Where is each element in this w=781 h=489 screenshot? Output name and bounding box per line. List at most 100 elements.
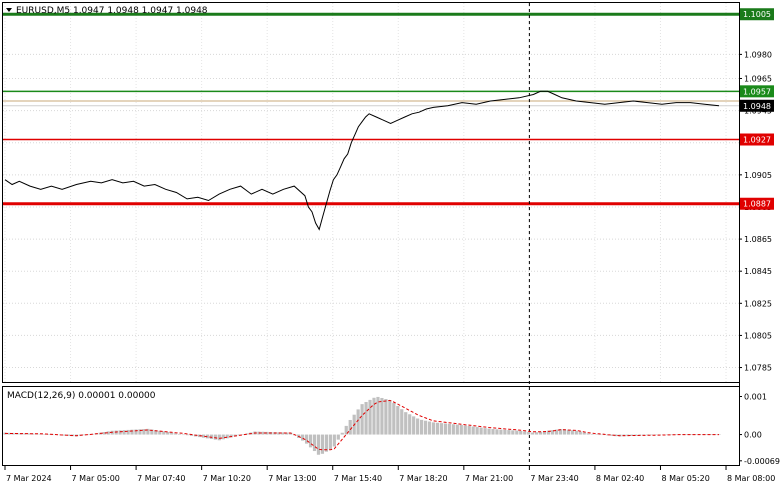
macd-bar bbox=[47, 434, 51, 435]
y-tick-label: 1.0965 bbox=[744, 74, 772, 83]
macd-bar bbox=[574, 430, 578, 435]
macd-bar bbox=[535, 432, 539, 435]
level-tag bbox=[740, 8, 774, 21]
macd-bar bbox=[404, 412, 408, 435]
support-resistance-lines bbox=[3, 12, 739, 206]
macd-bar bbox=[610, 434, 614, 436]
macd-bar bbox=[154, 430, 158, 435]
y-tick-label: 1.0905 bbox=[744, 171, 772, 180]
macd-bar bbox=[130, 429, 134, 435]
macd-bar bbox=[86, 434, 90, 436]
macd-bar bbox=[316, 434, 321, 455]
macd-bar bbox=[546, 430, 551, 435]
macd-bar bbox=[507, 430, 511, 435]
macd-bar bbox=[598, 434, 602, 436]
macd-bar bbox=[400, 409, 404, 435]
macd-bar bbox=[348, 419, 352, 435]
macd-bar bbox=[392, 402, 396, 435]
x-tick-label: 7 Mar 05:00 bbox=[72, 474, 120, 483]
macd-bar bbox=[245, 433, 249, 435]
macd-bar bbox=[304, 434, 309, 444]
y-tick-label: 1.0825 bbox=[744, 299, 772, 308]
macd-bar bbox=[495, 429, 499, 435]
macd-bar bbox=[554, 429, 559, 435]
macd-bar bbox=[594, 434, 598, 435]
price-line bbox=[4, 90, 720, 231]
macd-bar bbox=[27, 433, 31, 435]
level-tag-label: 1.0927 bbox=[743, 136, 771, 145]
macd-bar bbox=[229, 434, 233, 438]
price-tags: 1.1005 1.0957 1.0927 1.0887 1.0948 bbox=[740, 8, 774, 210]
macd-bar bbox=[451, 424, 455, 435]
macd-bar bbox=[650, 434, 654, 436]
macd-bar bbox=[709, 434, 713, 435]
x-tick-label: 8 Mar 08:00 bbox=[727, 474, 775, 483]
macd-bar bbox=[550, 430, 555, 435]
macd-bar bbox=[23, 433, 27, 435]
macd-bar bbox=[515, 430, 519, 435]
macd-bar bbox=[467, 426, 471, 435]
macd-bar bbox=[408, 414, 412, 435]
x-tick-label: 7 Mar 18:20 bbox=[399, 474, 447, 483]
macd-bar bbox=[166, 432, 170, 435]
macd-bar bbox=[570, 430, 574, 435]
macd-bar bbox=[372, 397, 376, 435]
macd-bar bbox=[447, 423, 451, 435]
macd-bar bbox=[590, 433, 594, 435]
dropdown-triangle-icon[interactable] bbox=[6, 8, 12, 12]
macd-bar bbox=[368, 399, 372, 435]
macd-bar bbox=[114, 430, 118, 435]
macd-bar bbox=[340, 432, 344, 435]
macd-bar bbox=[566, 429, 570, 435]
macd-bar bbox=[162, 431, 166, 435]
macd-bar bbox=[328, 434, 332, 450]
macd-bar bbox=[265, 431, 269, 435]
macd-bar bbox=[471, 426, 475, 435]
macd-bar bbox=[146, 428, 150, 435]
macd-bar bbox=[221, 434, 225, 440]
macd-bar bbox=[412, 416, 416, 435]
macd-bar bbox=[443, 423, 447, 435]
x-tick-label: 7 Mar 13:00 bbox=[268, 474, 316, 483]
x-tick-label: 7 Mar 23:40 bbox=[530, 474, 578, 483]
macd-bar bbox=[388, 400, 392, 435]
main-grid bbox=[3, 3, 739, 382]
y-tick-label: 1.0805 bbox=[744, 331, 772, 340]
macd-bar bbox=[174, 433, 178, 435]
macd-bar bbox=[150, 429, 154, 435]
macd-bar bbox=[420, 419, 424, 435]
macd-bar bbox=[332, 434, 336, 447]
macd-bar bbox=[582, 432, 586, 435]
macd-bar bbox=[487, 428, 491, 435]
macd-bar bbox=[542, 431, 547, 435]
macd-bar bbox=[63, 434, 67, 436]
macd-tick-label: -0.00069 bbox=[744, 457, 780, 466]
macd-bar bbox=[527, 432, 531, 435]
x-tick-label: 8 Mar 05:20 bbox=[661, 474, 709, 483]
macd-signal-line bbox=[4, 399, 719, 451]
macd-bar bbox=[685, 434, 689, 435]
macd-bar bbox=[82, 434, 87, 436]
macd-bar bbox=[43, 434, 47, 435]
macd-bar bbox=[435, 422, 440, 435]
macd-bar bbox=[185, 434, 190, 436]
macd-bar bbox=[324, 434, 328, 452]
macd-bar bbox=[455, 424, 459, 435]
macd-bar bbox=[102, 432, 106, 435]
x-tick-label: 7 Mar 2024 bbox=[6, 474, 52, 483]
macd-bar bbox=[578, 431, 582, 435]
x-tick-label: 7 Mar 10:20 bbox=[203, 474, 251, 483]
macd-bar bbox=[301, 434, 305, 441]
macd-bar bbox=[634, 434, 638, 436]
y-tick-label: 1.0865 bbox=[744, 235, 772, 244]
macd-bar bbox=[586, 433, 590, 435]
macd-bar bbox=[558, 429, 563, 435]
macd-bar bbox=[233, 434, 237, 437]
macd-bar bbox=[241, 434, 245, 435]
y-tick-label: 1.0845 bbox=[744, 267, 772, 276]
macd-bar bbox=[126, 429, 130, 435]
macd-bar bbox=[459, 424, 463, 435]
macd-bar bbox=[562, 429, 566, 435]
macd-bar bbox=[491, 429, 495, 435]
